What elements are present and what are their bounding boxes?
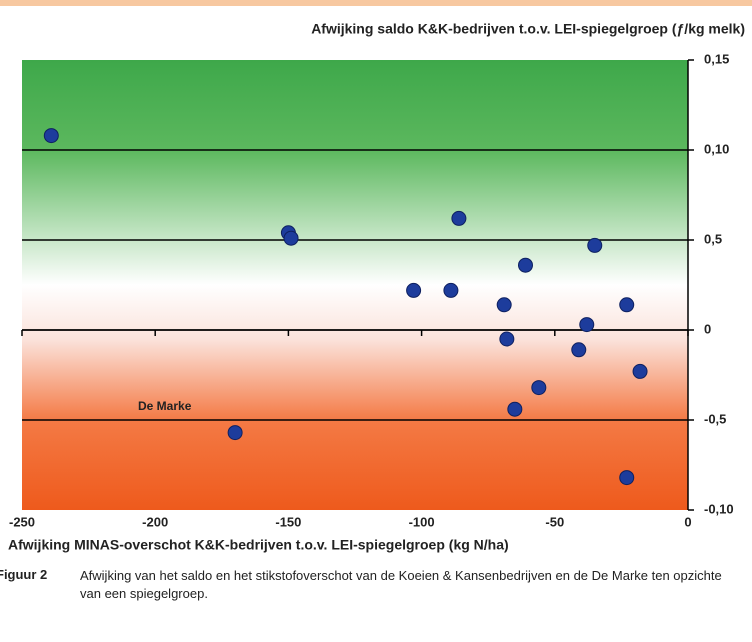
y-tick-label: -0,10 (704, 501, 734, 516)
x-axis-label: Afwijking MINAS-overschot K&K-bedrijven … (8, 537, 509, 553)
y-tick-label: 0,10 (704, 141, 729, 156)
point (507, 401, 523, 417)
chart: Afwijking saldo K&K-bedrijven t.o.v. LEI… (0, 0, 752, 553)
chart-title: Afwijking saldo K&K-bedrijven t.o.v. LEI… (311, 21, 745, 37)
point (43, 128, 59, 144)
x-tick-label: -50 (545, 514, 564, 529)
caption-text: Afwijking van het saldo en het stikstofo… (80, 568, 722, 601)
point (619, 470, 635, 486)
y-tick-label: -0,5 (704, 411, 726, 426)
point (227, 425, 243, 441)
y-tick-label: 0 (704, 321, 711, 336)
point (443, 282, 459, 298)
point (283, 230, 299, 246)
plot-layer: -0,10 -0,5 0 0,5 0,10 0,15 -250 -200 -150 -100 -50… (9, 51, 734, 529)
point (619, 297, 635, 313)
point (517, 257, 533, 273)
top-band (0, 0, 752, 6)
point (632, 363, 648, 379)
annotation: De Marke (138, 399, 192, 413)
plot-background (22, 60, 688, 510)
caption-label: Figuur 2 (0, 567, 48, 582)
point (579, 317, 595, 333)
x-tick-label: -150 (275, 514, 301, 529)
point (406, 282, 422, 298)
y-tick-label: 0,5 (704, 231, 722, 246)
point (531, 380, 547, 396)
y-tick-label: 0,15 (704, 51, 729, 66)
x-tick-label: -200 (142, 514, 168, 529)
x-tick-label: -100 (409, 514, 435, 529)
point (571, 342, 587, 358)
x-tick-label: -250 (9, 514, 35, 529)
point (451, 210, 467, 226)
point (496, 297, 512, 313)
x-tick-label: 0 (684, 514, 691, 529)
point (587, 237, 603, 253)
point (499, 331, 515, 347)
